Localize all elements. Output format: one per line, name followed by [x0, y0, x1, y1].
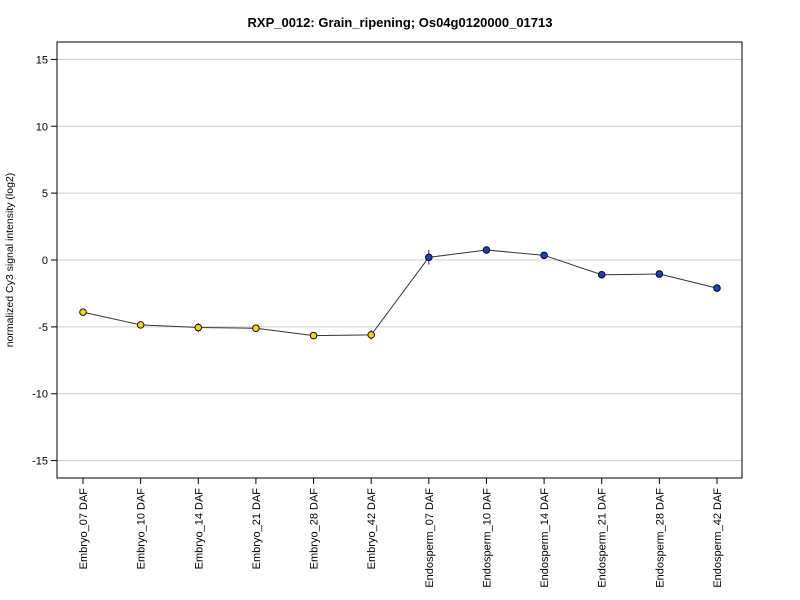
x-tick-label: Embryo_14 DAF	[193, 488, 205, 570]
data-point	[597, 270, 606, 279]
chart-title: RXP_0012: Grain_ripening; Os04g0120000_0…	[248, 15, 553, 30]
x-tick-label: Endosperm_21 DAF	[597, 488, 609, 588]
x-tick-label: Endosperm_14 DAF	[539, 488, 551, 588]
x-tick-label: Endosperm_28 DAF	[654, 488, 666, 588]
data-point	[482, 246, 491, 254]
data-point	[136, 321, 145, 329]
y-tick-label: 10	[36, 121, 48, 133]
x-tick-label: Embryo_28 DAF	[309, 488, 321, 570]
y-tick-label: 0	[42, 255, 48, 267]
data-point	[309, 331, 318, 340]
x-tick-label: Embryo_42 DAF	[366, 488, 378, 570]
y-tick-label: 5	[42, 188, 48, 200]
y-tick-label: 15	[36, 54, 48, 66]
grid-lines	[57, 58, 742, 462]
x-tick-label: Embryo_07 DAF	[78, 488, 90, 570]
data-point	[425, 253, 433, 262]
error-bars	[82, 247, 718, 340]
data-point	[79, 308, 87, 316]
x-tick-label: Endosperm_42 DAF	[712, 488, 724, 588]
x-tick-label: Embryo_10 DAF	[136, 488, 148, 570]
data-point	[252, 324, 260, 332]
y-tick-label: -10	[32, 389, 48, 401]
y-tick-label: -15	[32, 456, 48, 468]
x-tick-label: Endosperm_07 DAF	[424, 488, 436, 588]
data-point	[655, 270, 664, 278]
y-tick-label: -5	[38, 322, 48, 334]
data-point	[367, 331, 375, 339]
x-tick-label: Embryo_21 DAF	[251, 488, 263, 570]
series-line	[82, 249, 718, 337]
data-point	[194, 323, 203, 332]
x-axis: Embryo_07 DAF Embryo_10 DAF Embryo_14 DAF E…	[78, 478, 724, 588]
series-polyline	[82, 249, 718, 337]
data-points	[79, 246, 721, 340]
data-point	[540, 251, 548, 260]
y-axis-label: normalized Cy3 signal intensity (log2)	[4, 173, 16, 348]
data-point	[713, 284, 721, 292]
x-tick-label: Endosperm_10 DAF	[481, 488, 493, 588]
y-axis: -15 -10 -5 0 5 10 15	[32, 54, 57, 468]
